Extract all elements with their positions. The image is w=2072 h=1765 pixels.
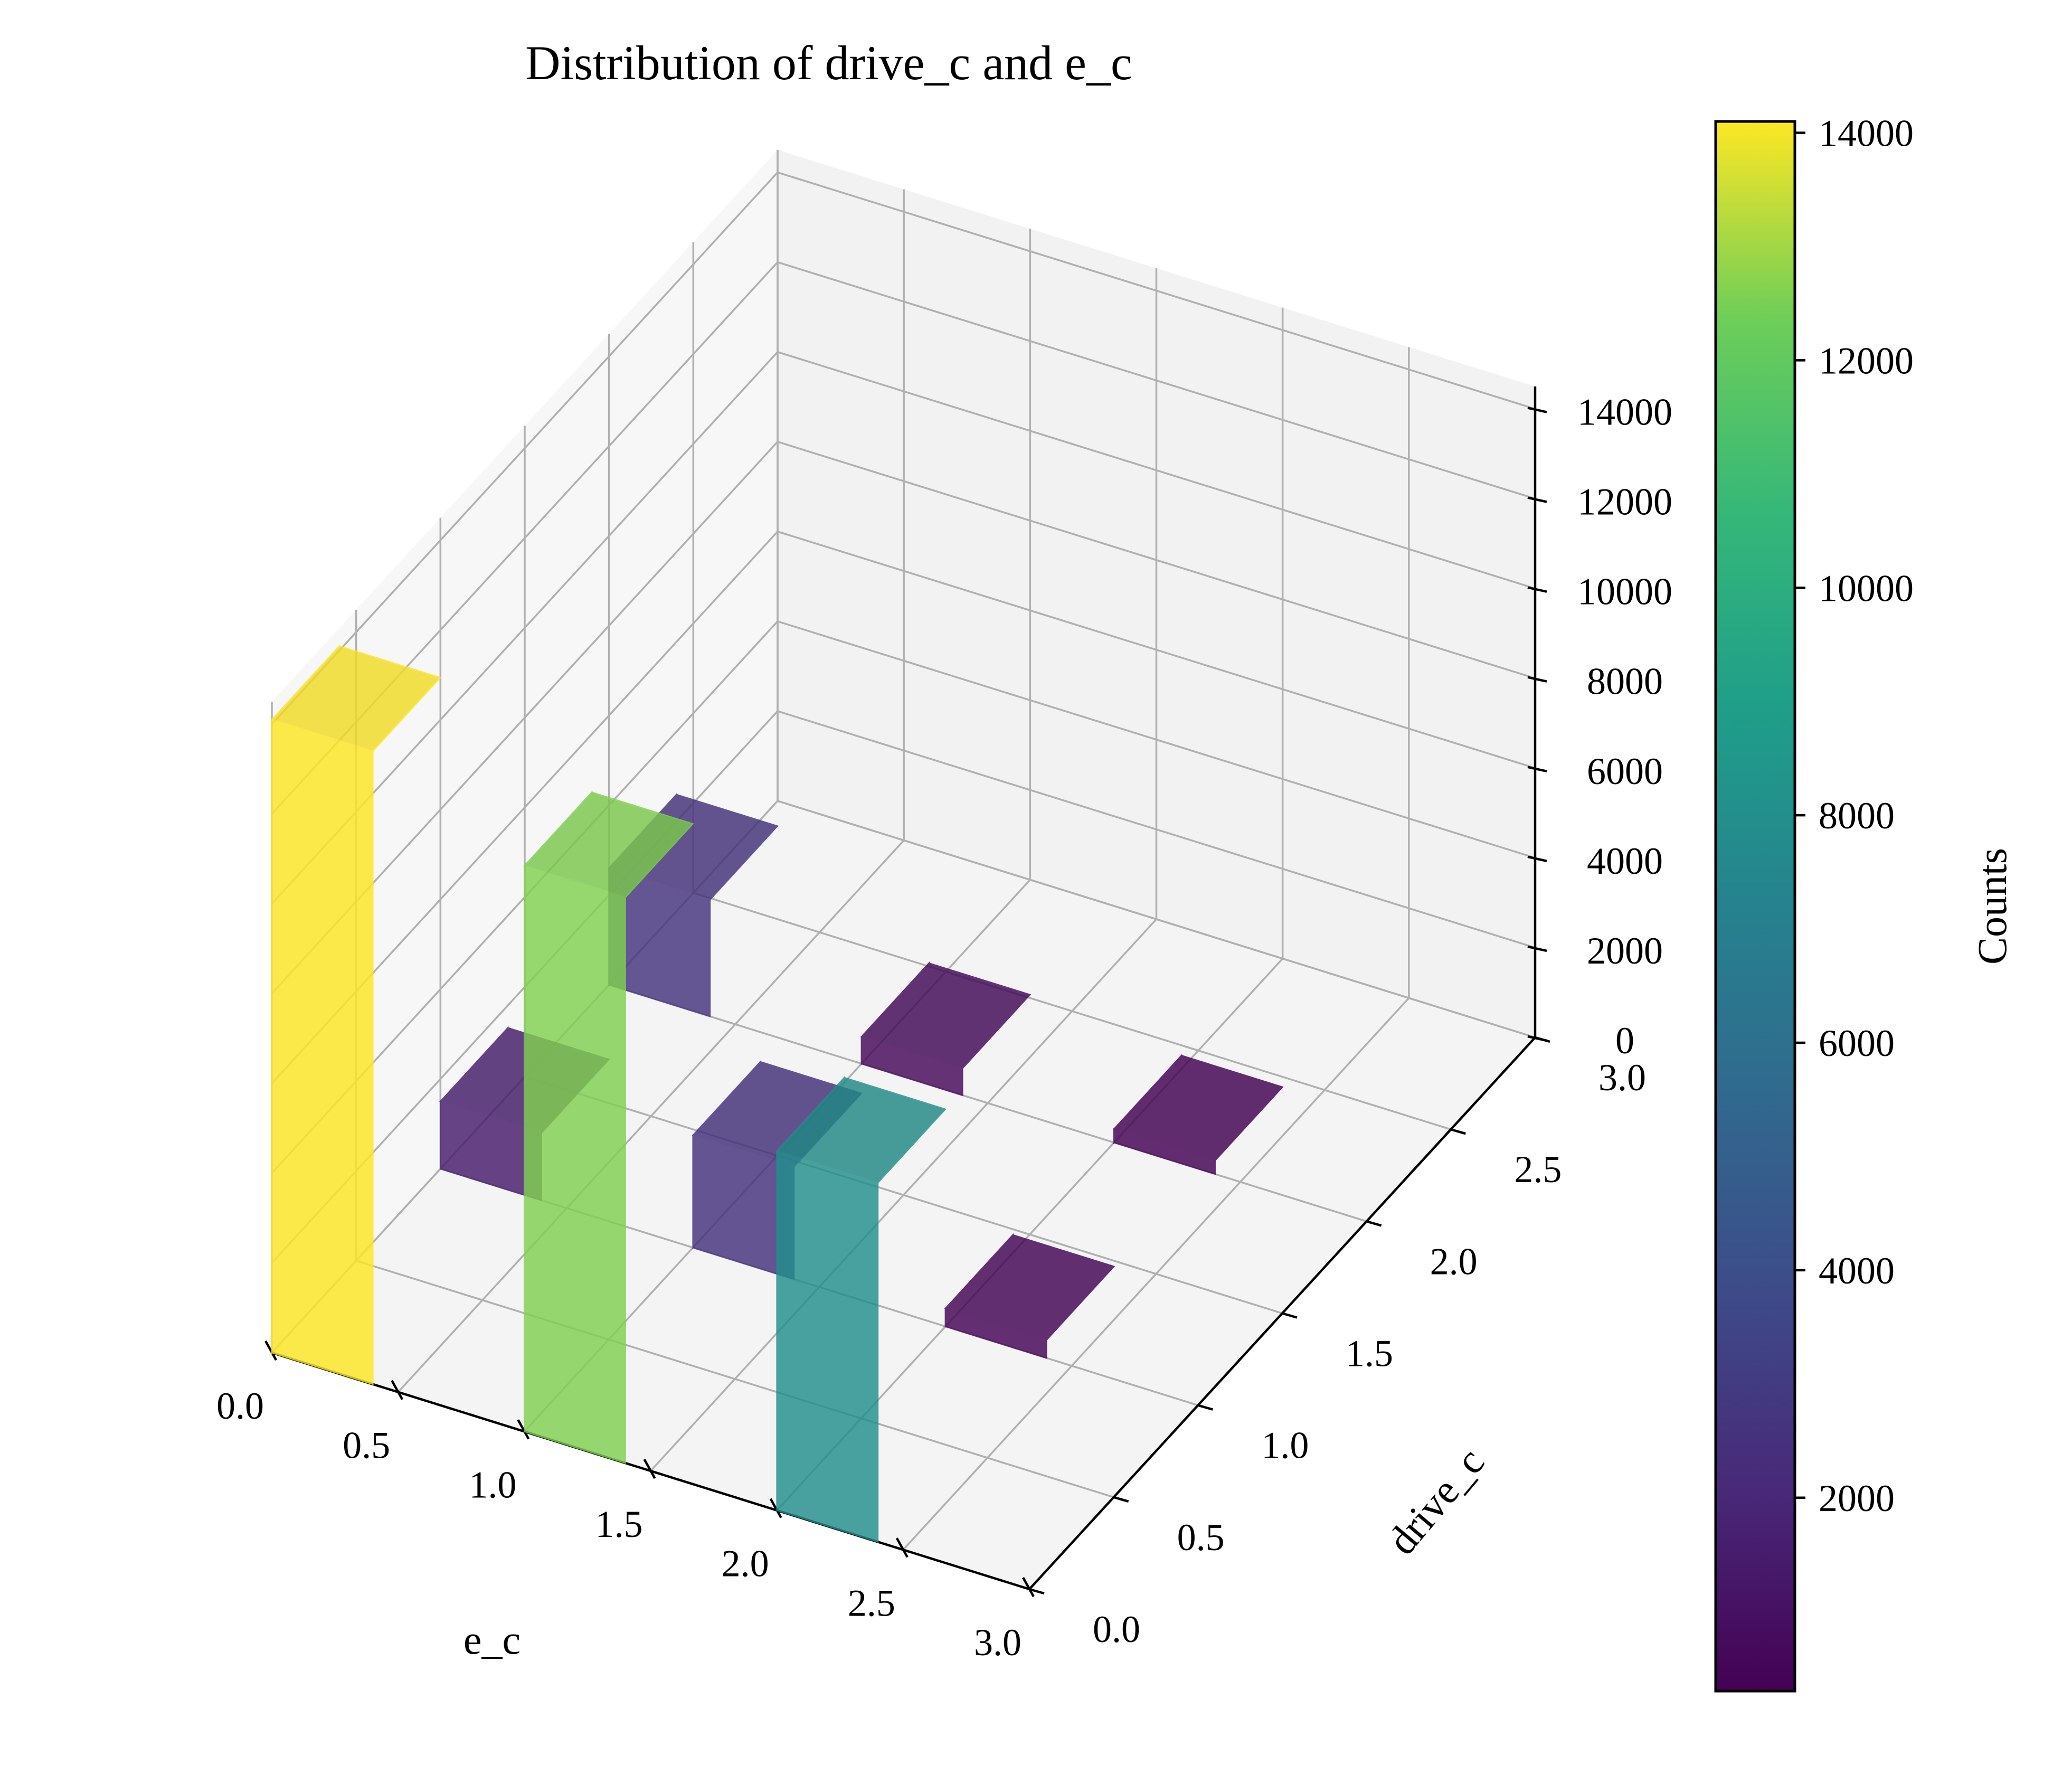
y-tick <box>1113 1496 1129 1503</box>
y-tick <box>1450 1128 1466 1135</box>
y-tick <box>1282 1312 1298 1319</box>
colorbar-tick-label: 6000 <box>1819 1022 1895 1064</box>
axis-lines <box>264 386 1550 1598</box>
y-tick-label: 2.0 <box>1430 1240 1478 1282</box>
bar-top-face <box>523 791 694 899</box>
chart-title: Distribution of drive_c and e_c <box>525 36 1132 90</box>
colorbar-gradient <box>1714 120 1796 1693</box>
y-tick-label: 3.0 <box>1598 1056 1646 1099</box>
grid-line <box>524 1075 1283 1315</box>
y-tick-label: 0.0 <box>1093 1608 1140 1650</box>
x-tick <box>643 1458 656 1479</box>
colorbar: 2000 4000 6000 8000 10000 12000 14000 Counts <box>1714 112 2015 1693</box>
bar-top-face <box>1113 1054 1284 1162</box>
bar <box>270 644 442 1385</box>
bar <box>944 1233 1115 1359</box>
z-tick-label: 6000 <box>1587 750 1663 792</box>
grid-line <box>356 1260 1114 1498</box>
x-tick-label: 2.0 <box>722 1543 769 1585</box>
z-tick <box>1527 496 1547 503</box>
bar-top-face <box>944 1234 1115 1341</box>
x-tick <box>391 1380 404 1400</box>
x-tick <box>517 1419 530 1440</box>
x-tick-label: 3.0 <box>974 1621 1021 1664</box>
y-tick <box>1366 1220 1382 1227</box>
x-tick <box>895 1537 909 1558</box>
grid-line <box>777 261 1536 500</box>
z-tick-label: 2000 <box>1587 930 1663 972</box>
x-tick-label: 0.5 <box>343 1424 390 1467</box>
grid-line <box>777 441 1536 679</box>
bar-top-face <box>270 645 442 752</box>
bar-top-face <box>860 962 1032 1069</box>
x-tick-label: 1.0 <box>469 1464 516 1506</box>
bar <box>1113 1053 1284 1175</box>
grid-line <box>777 171 1536 410</box>
grid-line <box>777 351 1536 590</box>
bar-top-face <box>775 1077 947 1184</box>
x-tick <box>769 1498 782 1518</box>
grid-line <box>777 800 1536 1039</box>
z-tick-label: 10000 <box>1577 571 1672 613</box>
colorbar-tick-label: 8000 <box>1819 795 1895 837</box>
colorbar-tick-label: 4000 <box>1819 1250 1895 1292</box>
bars-layer <box>270 644 1284 1543</box>
z-tick <box>1527 676 1547 683</box>
x-tick <box>264 1340 277 1361</box>
x-tick-label: 2.5 <box>848 1582 895 1624</box>
grid-line <box>777 531 1536 769</box>
bar <box>523 790 694 1464</box>
x-tick-label: 1.5 <box>595 1503 643 1545</box>
colorbar-tick-label: 2000 <box>1819 1477 1895 1519</box>
bar-front-face <box>524 865 626 1464</box>
x-tick <box>1022 1577 1035 1598</box>
grid-line <box>777 620 1536 859</box>
tick-labels: 0.0 0.5 1.0 1.5 2.0 2.5 3.0 0.0 0.5 1.0 1.5 2.0 2.5 3… <box>216 391 1672 1664</box>
y-tick <box>1197 1404 1213 1411</box>
x-axis-label: e_c <box>463 1617 521 1663</box>
y-tick <box>1029 1588 1045 1595</box>
z-tick <box>1527 1035 1547 1042</box>
grid-line <box>609 984 1367 1223</box>
z-tick-label: 14000 <box>1577 391 1672 433</box>
bar-front-face <box>271 719 374 1385</box>
colorbar-tick-label: 14000 <box>1819 112 1914 155</box>
bar-front-face <box>776 1150 879 1543</box>
y-tick-label: 1.5 <box>1346 1333 1393 1375</box>
y-tick-label: 2.5 <box>1514 1148 1562 1191</box>
z-tick <box>1527 586 1547 593</box>
bar <box>860 961 1032 1097</box>
z-tick <box>1527 855 1547 863</box>
grid-line <box>693 892 1451 1130</box>
z-tick-label: 4000 <box>1587 840 1663 882</box>
grid-line <box>271 172 779 725</box>
y-tick-label: 0.5 <box>1177 1516 1225 1559</box>
z-tick-label: 12000 <box>1577 481 1672 523</box>
z-tick <box>1527 766 1547 772</box>
colorbar-tick-label: 12000 <box>1819 339 1914 382</box>
colorbar-tick-label: 10000 <box>1819 567 1914 609</box>
colorbar-label: Counts <box>1969 848 2015 965</box>
z-tick <box>1527 407 1547 413</box>
z-tick <box>1527 945 1547 952</box>
z-tick-label: 8000 <box>1587 660 1663 703</box>
y-tick-label: 1.0 <box>1261 1424 1309 1467</box>
bar <box>692 1060 863 1280</box>
bar <box>775 1075 947 1543</box>
grid-line <box>777 710 1536 949</box>
z-tick-label: 0 <box>1615 1020 1634 1062</box>
x-tick-label: 0.0 <box>216 1385 264 1427</box>
